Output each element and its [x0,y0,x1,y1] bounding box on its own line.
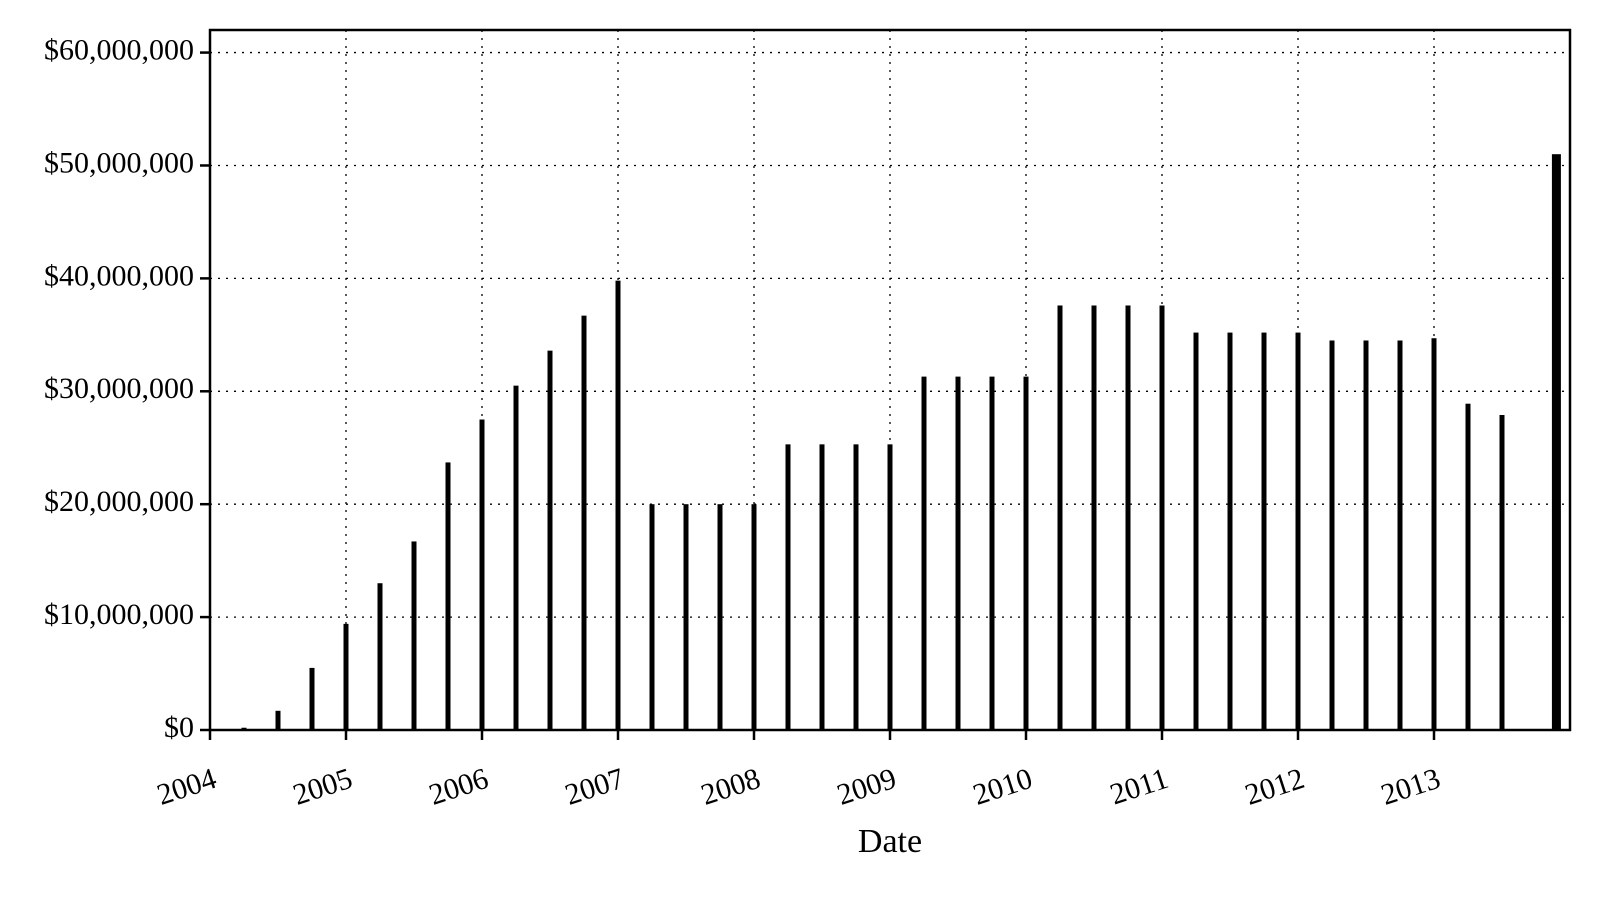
bar [1092,305,1097,730]
bar [1262,333,1267,730]
bar [1058,305,1063,730]
bar [446,462,451,730]
bar [480,420,485,730]
bar [1194,333,1199,730]
bar-chart: $0 $10,000,000 $20,000,000 $30,000,000 $40,0… [0,0,1600,914]
y-tick-label: $60,000,000 [44,33,194,66]
bar [752,504,757,730]
y-tick-label: $20,000,000 [44,485,194,518]
bar [922,377,927,730]
y-tick-label: $0 [164,711,194,744]
bar [1296,333,1301,730]
x-axis-label: Date [858,823,922,860]
bar [786,444,791,730]
bar [1330,340,1335,730]
bar [344,624,349,730]
bar [1398,340,1403,730]
bar [684,504,689,730]
bar [616,281,621,730]
bar [1552,154,1561,730]
bar [582,316,587,730]
bar [854,444,859,730]
y-tick-label: $30,000,000 [44,372,194,405]
bar [378,583,383,730]
bar [990,377,995,730]
y-tick-label: $50,000,000 [44,146,194,179]
bar [1126,305,1131,730]
bar [650,504,655,730]
bar [310,668,315,730]
bar [1500,415,1505,730]
bar [1432,338,1437,730]
bar [718,504,723,730]
bar [956,377,961,730]
bar [888,444,893,730]
y-tick-label: $10,000,000 [44,598,194,631]
bar [820,444,825,730]
y-tick-label: $40,000,000 [44,259,194,292]
bar [412,541,417,730]
bar [1466,404,1471,730]
bar [1364,340,1369,730]
bar [548,351,553,730]
bar [1160,305,1165,730]
bar [1228,333,1233,730]
bar [1024,377,1029,730]
bar [514,386,519,730]
bar [276,711,281,730]
